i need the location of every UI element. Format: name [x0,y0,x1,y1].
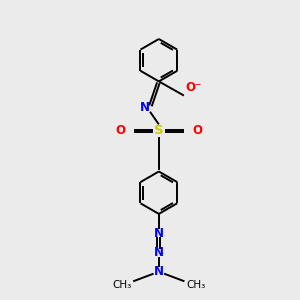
Text: O: O [116,124,126,137]
Text: N: N [140,101,150,114]
Text: O: O [192,124,202,137]
Text: CH₃: CH₃ [186,280,205,290]
Text: N: N [154,246,164,259]
Text: S: S [154,124,164,137]
Text: N: N [154,226,164,239]
Text: N: N [154,265,164,278]
Text: CH₃: CH₃ [112,280,132,290]
Text: O⁻: O⁻ [185,81,202,94]
